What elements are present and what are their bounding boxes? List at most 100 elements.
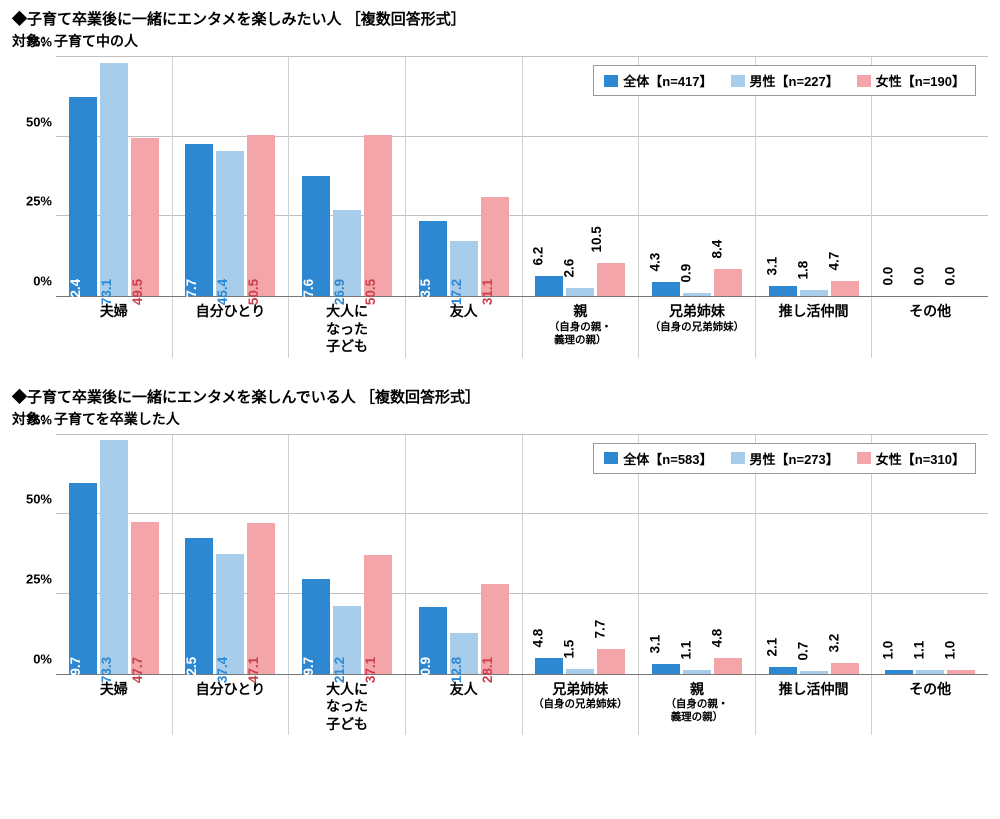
- category-group: 37.626.950.5: [289, 57, 406, 296]
- x-category-label: 親（自身の親・義理の親）: [639, 675, 756, 736]
- bar-value-label: 17.2: [449, 279, 464, 305]
- bar: 47.1: [247, 523, 275, 673]
- bar-value-label: 37.6: [301, 279, 316, 305]
- legend-label: 全体【n=583】: [623, 449, 712, 468]
- x-category-label: 夫婦: [56, 675, 173, 736]
- bar: 1.1: [683, 670, 711, 674]
- bar: 26.9: [333, 210, 361, 296]
- bar: 4.8: [714, 658, 742, 673]
- bar: 20.9: [419, 607, 447, 674]
- category-group: 47.745.450.5: [173, 57, 290, 296]
- chart-subtitle: 対象：子育て中の人: [12, 31, 988, 51]
- bar: 2.1: [769, 667, 797, 674]
- bar-value-label: 37.4: [215, 656, 230, 682]
- bar-value-label: 4.3: [648, 253, 663, 275]
- category-group: 59.773.347.7: [56, 435, 173, 674]
- bar-value-label: 45.4: [215, 279, 230, 305]
- legend-swatch: [857, 452, 871, 464]
- x-category-label: 兄弟姉妹（自身の兄弟姉妹）: [523, 675, 640, 736]
- x-category-label: 自分ひとり: [173, 675, 290, 736]
- bar: 62.4: [69, 97, 97, 296]
- chart2-chart: ◆子育て卒業後に一緒にエンタメを楽しんでいる人 ［複数回答形式］対象：子育てを卒…: [12, 386, 988, 736]
- bar-value-label: 2.6: [562, 258, 577, 280]
- category-group: 23.517.231.1: [406, 57, 523, 296]
- legend-item: 全体【n=583】: [604, 449, 712, 468]
- bar: 47.7: [131, 522, 159, 674]
- bar: 21.2: [333, 606, 361, 674]
- bar-value-label: 1.1: [912, 641, 927, 663]
- bar: 10.5: [597, 263, 625, 296]
- bar: 29.7: [302, 579, 330, 674]
- bar: 73.1: [100, 63, 128, 296]
- legend-item: 全体【n=417】: [604, 71, 712, 90]
- bar-value-label: 3.2: [826, 634, 841, 656]
- bar: 73.3: [100, 440, 128, 674]
- bar: 37.6: [302, 176, 330, 296]
- bar-value-label: 29.7: [301, 656, 316, 682]
- x-category-label: 友人: [406, 297, 523, 358]
- bar: 4.3: [652, 282, 680, 296]
- legend-swatch: [604, 452, 618, 464]
- bar: 6.2: [535, 276, 563, 296]
- bar: 49.5: [131, 138, 159, 296]
- bar: 31.1: [481, 197, 509, 296]
- bar: 4.8: [535, 658, 563, 673]
- legend-label: 男性【n=227】: [750, 71, 839, 90]
- bar-value-label: 7.7: [593, 620, 608, 642]
- bar-value-label: 21.2: [332, 656, 347, 682]
- bar-value-label: 23.5: [418, 279, 433, 305]
- bar: 7.7: [597, 649, 625, 674]
- bar-value-label: 8.4: [710, 240, 725, 262]
- y-tick-label: 75%: [12, 412, 52, 427]
- bar-value-label: 0.0: [912, 267, 927, 289]
- bar-value-label: 1.8: [795, 261, 810, 283]
- y-tick-label: 50%: [12, 114, 52, 129]
- bar: 17.2: [450, 241, 478, 296]
- x-category-label: 友人: [406, 675, 523, 736]
- y-tick-label: 0%: [12, 651, 52, 666]
- x-category-label: 自分ひとり: [173, 297, 290, 358]
- plot-region: 0%25%50%75%全体【n=583】男性【n=273】女性【n=310】59…: [56, 435, 988, 675]
- x-category-sublabel: （自身の兄弟姉妹）: [525, 698, 637, 711]
- bar-value-label: 0.0: [881, 267, 896, 289]
- y-tick-label: 25%: [12, 194, 52, 209]
- bar: 59.7: [69, 483, 97, 673]
- legend-item: 男性【n=273】: [731, 449, 839, 468]
- x-category-sublabel: （自身の親・: [641, 698, 753, 711]
- bar-value-label: 73.1: [99, 279, 114, 305]
- bar: 50.5: [364, 135, 392, 296]
- chart-title: ◆子育て卒業後に一緒にエンタメを楽しんでいる人 ［複数回答形式］: [12, 386, 988, 407]
- bar-value-label: 50.5: [246, 279, 261, 305]
- bar: 37.4: [216, 554, 244, 673]
- bar-value-label: 3.1: [648, 634, 663, 656]
- legend-item: 女性【n=310】: [857, 449, 965, 468]
- category-group: 42.537.447.1: [173, 435, 290, 674]
- bar-value-label: 0.0: [943, 267, 958, 289]
- bar-value-label: 28.1: [480, 656, 495, 682]
- bar-value-label: 49.5: [130, 279, 145, 305]
- x-category-label: 親（自身の親・義理の親）: [523, 297, 640, 358]
- legend-swatch: [857, 75, 871, 87]
- chart1-chart: ◆子育て卒業後に一緒にエンタメを楽しみたい人 ［複数回答形式］対象：子育て中の人…: [12, 8, 988, 358]
- x-category-label: 兄弟姉妹（自身の兄弟姉妹）: [639, 297, 756, 358]
- x-category-label: 大人になった子ども: [289, 675, 406, 736]
- bar-value-label: 59.7: [68, 656, 83, 682]
- x-category-label: 大人になった子ども: [289, 297, 406, 358]
- bar-value-label: 42.5: [184, 656, 199, 682]
- bar-value-label: 62.4: [68, 279, 83, 305]
- x-category-label: その他: [872, 675, 988, 736]
- category-group: 62.473.149.5: [56, 57, 173, 296]
- legend-label: 男性【n=273】: [750, 449, 839, 468]
- legend: 全体【n=417】 男性【n=227】女性【n=190】: [593, 65, 976, 96]
- bar-value-label: 4.7: [826, 252, 841, 274]
- bar: 1.0: [885, 670, 913, 673]
- bar: 50.5: [247, 135, 275, 296]
- legend-label: 全体【n=417】: [623, 71, 712, 90]
- bar-value-label: 10.5: [589, 226, 604, 255]
- legend: 全体【n=583】 男性【n=273】女性【n=310】: [593, 443, 976, 474]
- bar-value-label: 1.0: [881, 641, 896, 663]
- legend-item: 女性【n=190】: [857, 71, 965, 90]
- plot-region: 0%25%50%75%全体【n=417】男性【n=227】女性【n=190】62…: [56, 57, 988, 297]
- y-tick-label: 75%: [12, 35, 52, 50]
- x-category-sublabel: 義理の親）: [641, 711, 753, 724]
